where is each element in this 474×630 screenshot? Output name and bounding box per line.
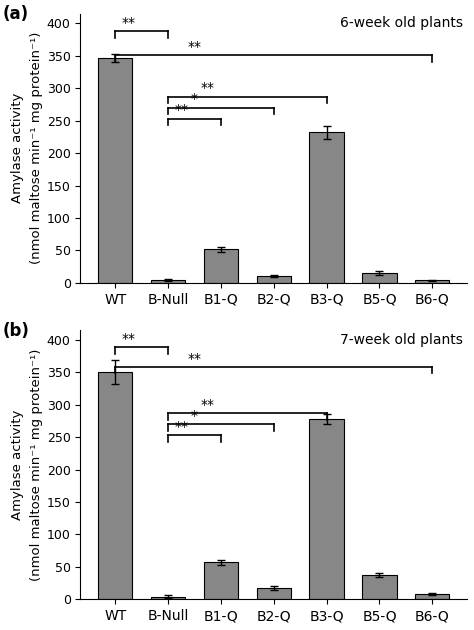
- Bar: [362, 575, 397, 599]
- Bar: [151, 597, 185, 599]
- Text: **: **: [174, 103, 188, 117]
- Bar: [204, 563, 238, 599]
- Text: 7-week old plants: 7-week old plants: [340, 333, 463, 347]
- Bar: [310, 419, 344, 599]
- Bar: [151, 280, 185, 283]
- Text: (b): (b): [3, 322, 30, 340]
- Text: **: **: [187, 352, 201, 365]
- Bar: [204, 249, 238, 283]
- Bar: [310, 132, 344, 283]
- Text: **: **: [201, 81, 215, 95]
- Text: **: **: [174, 420, 188, 434]
- Text: *: *: [191, 93, 198, 106]
- Text: **: **: [187, 40, 201, 54]
- Text: **: **: [201, 398, 215, 412]
- Text: **: **: [121, 16, 136, 30]
- Y-axis label: Amylase activity
(nmol maltose min⁻¹ mg protein⁻¹): Amylase activity (nmol maltose min⁻¹ mg …: [10, 32, 43, 265]
- Bar: [98, 372, 132, 599]
- Bar: [415, 280, 449, 283]
- Text: **: **: [121, 332, 136, 346]
- Text: (a): (a): [3, 6, 29, 23]
- Bar: [415, 594, 449, 599]
- Bar: [98, 58, 132, 283]
- Text: 6-week old plants: 6-week old plants: [340, 16, 463, 30]
- Bar: [256, 276, 291, 283]
- Bar: [256, 588, 291, 599]
- Y-axis label: Amylase activity
(nmol maltose min⁻¹ mg protein⁻¹): Amylase activity (nmol maltose min⁻¹ mg …: [10, 348, 43, 581]
- Bar: [362, 273, 397, 283]
- Text: *: *: [191, 409, 198, 423]
